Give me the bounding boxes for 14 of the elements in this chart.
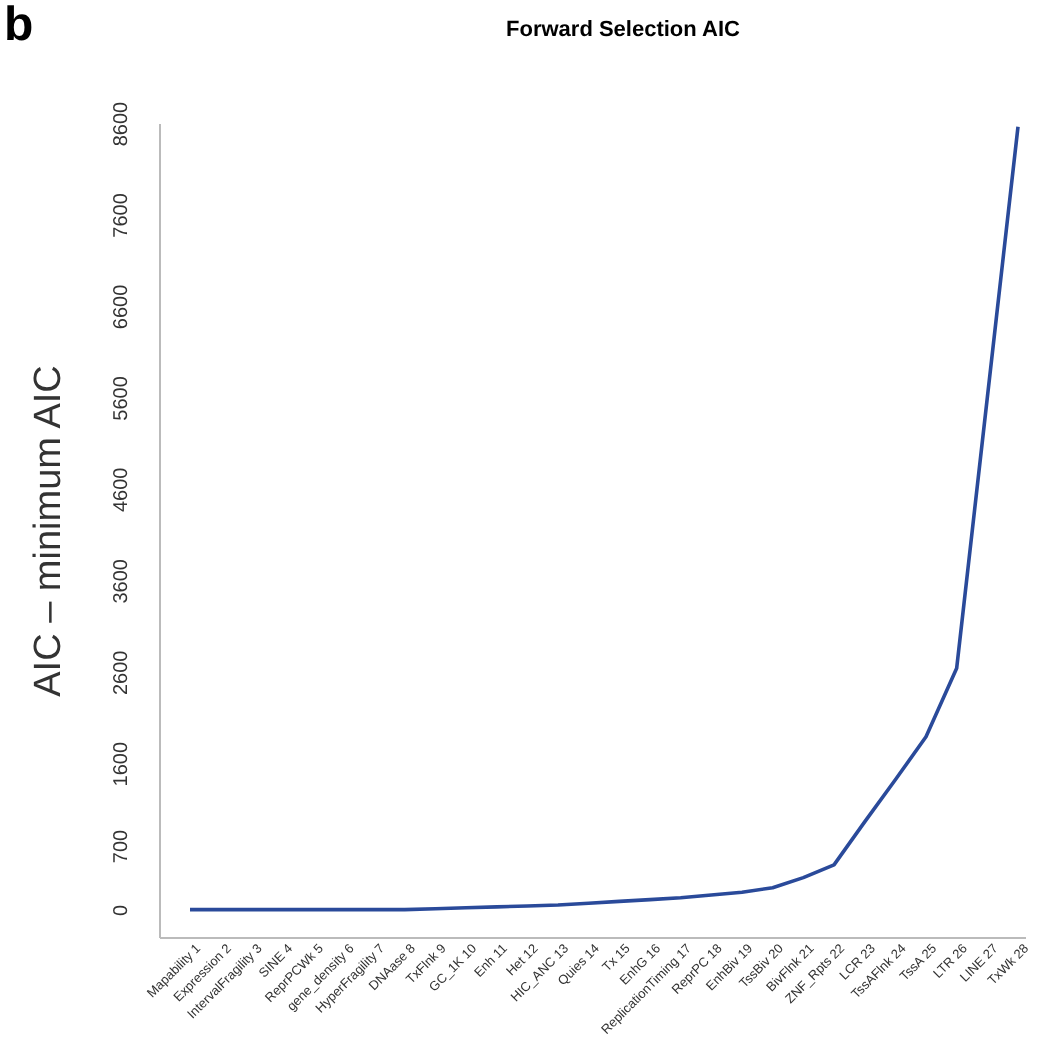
y-tick-label: 8600 [111,100,133,147]
y-tick-label: 4600 [111,466,133,513]
y-tick-label: 7600 [111,192,133,238]
y-tick-label: 1600 [111,741,133,787]
y-tick-label: 700 [111,828,133,864]
y-tick-label: 5600 [111,375,133,421]
y-tick-label: 6600 [111,283,133,330]
text: b [4,0,34,52]
chart-title: Forward Selection AIC [506,18,741,42]
y-tick-label: 3600 [111,558,133,604]
y-tick-label: 0 [111,904,133,917]
y-axis-title: AIC – minimum AIC [28,365,70,697]
line-series [188,124,1020,912]
y-tick-label: 2600 [111,649,133,696]
